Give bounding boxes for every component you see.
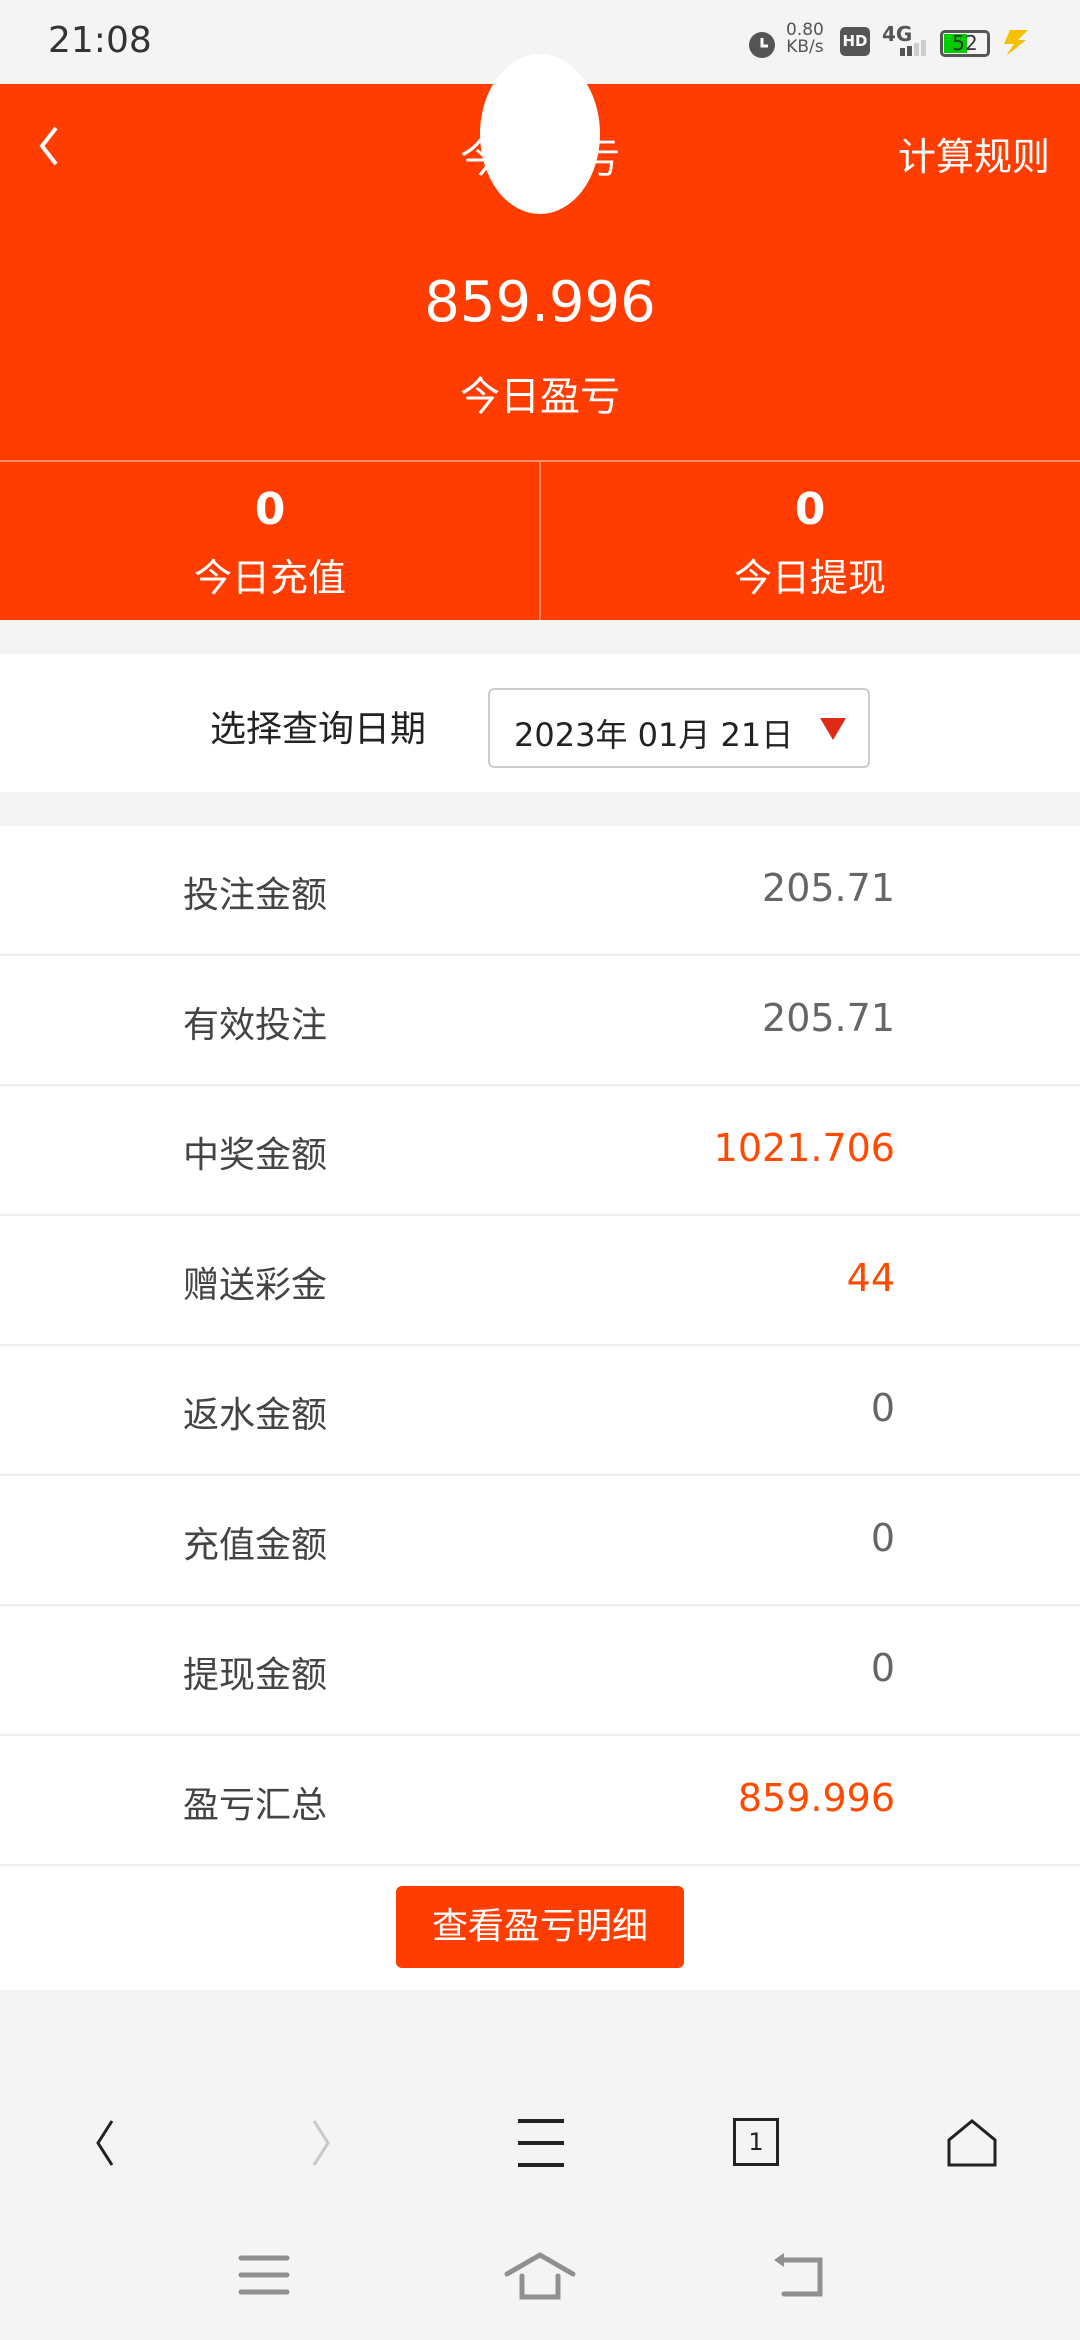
header: 今日盈亏 计算规则 859.996 今日盈亏 0 今日充值 0 今日提现 (0, 54, 1080, 620)
battery-level: 52 (952, 31, 978, 55)
battery-icon: 52 (940, 30, 990, 57)
browser-back-icon[interactable] (88, 2118, 118, 2168)
profit-value: 859.996 (424, 270, 656, 335)
row-value: 1021.706 (713, 1126, 895, 1170)
divider (0, 460, 1080, 462)
hd-icon: HD (840, 27, 870, 56)
browser-menu-icon[interactable] (516, 2118, 566, 2168)
button-area: 查看盈亏明细 (0, 1866, 1080, 1990)
rules-link[interactable]: 计算规则 (897, 135, 1050, 179)
network-type: 4G (882, 22, 913, 46)
detail-row: 提现金额 0 (0, 1606, 1080, 1736)
signal-icon (900, 40, 926, 56)
tabs-button[interactable]: 1 (733, 2118, 779, 2166)
browser-forward-icon[interactable] (306, 2118, 336, 2168)
row-label: 投注金额 (183, 875, 328, 916)
net-unit: KB/s (786, 37, 824, 57)
system-home-icon[interactable] (504, 2252, 576, 2300)
detail-row: 盈亏汇总 859.996 (0, 1736, 1080, 1866)
date-filter-label: 选择查询日期 (210, 709, 427, 750)
row-value: 205.71 (762, 866, 895, 910)
date-value: 2023年 01月 21日 (514, 716, 794, 754)
detail-row: 投注金额 205.71 (0, 826, 1080, 956)
system-menu-icon[interactable] (238, 2254, 290, 2298)
row-label: 赠送彩金 (183, 1265, 328, 1306)
view-detail-button[interactable]: 查看盈亏明细 (396, 1886, 684, 1968)
net-speed: 0.80 (786, 20, 824, 40)
row-label: 返水金额 (183, 1395, 328, 1436)
status-time: 21:08 (48, 20, 152, 61)
row-value: 0 (870, 1646, 895, 1690)
withdraw-value: 0 (794, 484, 826, 535)
row-value: 0 (870, 1516, 895, 1560)
row-label: 盈亏汇总 (183, 1785, 328, 1826)
dropdown-arrow-icon (820, 718, 846, 740)
row-value: 859.996 (737, 1776, 895, 1820)
row-value: 0 (870, 1386, 895, 1430)
recharge-label: 今日充值 (193, 556, 346, 600)
system-back-icon[interactable] (770, 2252, 826, 2300)
date-filter: 选择查询日期 2023年 01月 21日 (0, 654, 1080, 792)
back-button[interactable] (34, 124, 64, 168)
row-label: 中奖金额 (183, 1135, 328, 1176)
detail-row: 返水金额 0 (0, 1346, 1080, 1476)
alarm-icon (749, 32, 775, 58)
recharge-stat: 0 今日充值 (0, 462, 540, 620)
detail-row: 中奖金额 1021.706 (0, 1086, 1080, 1216)
browser-home-icon[interactable] (946, 2118, 998, 2168)
profit-label: 今日盈亏 (460, 374, 620, 420)
recharge-value: 0 (254, 484, 286, 535)
row-value: 205.71 (762, 996, 895, 1040)
detail-row: 充值金额 0 (0, 1476, 1080, 1606)
row-label: 有效投注 (183, 1005, 328, 1046)
camera-notch (480, 54, 600, 214)
row-label: 充值金额 (183, 1525, 328, 1566)
divider (539, 462, 541, 620)
charging-icon (1004, 30, 1028, 56)
page-title: 今日盈亏 (460, 136, 620, 182)
withdraw-label: 今日提现 (733, 556, 886, 600)
date-select[interactable]: 2023年 01月 21日 (488, 688, 870, 768)
row-value: 44 (846, 1256, 895, 1300)
withdraw-stat: 0 今日提现 (540, 462, 1080, 620)
detail-row: 赠送彩金 44 (0, 1216, 1080, 1346)
detail-row: 有效投注 205.71 (0, 956, 1080, 1086)
row-label: 提现金额 (183, 1655, 328, 1696)
